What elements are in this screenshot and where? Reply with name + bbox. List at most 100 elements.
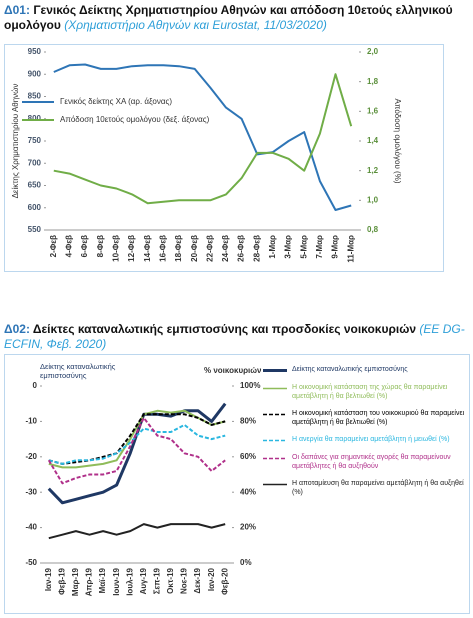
y-tick-label: -40	[25, 523, 37, 532]
legend-item: Η αποταμίευση θα παραμείνει αμετάβλητη ή…	[262, 480, 467, 497]
y-tick-label: -10	[25, 417, 37, 426]
x-tick-label: Δεκ-19	[193, 567, 202, 593]
legend: Δείκτης καταναλωτικής εμπιστοσύνης Η οικο…	[262, 366, 467, 497]
chart: 550 600 650 700 750 800 850 900 950 0,8 1,0 1,2 1,4 1…	[4, 44, 444, 272]
y-tick-label: -50	[25, 558, 37, 567]
x-tick-label: Ιαν-19	[44, 567, 53, 591]
y-tick-label: 800	[28, 114, 42, 123]
heading-source: (Χρηματιστήριο Αθηνών και Eurostat, 11/0…	[64, 18, 327, 32]
x-tick-label: Απρ-19	[85, 567, 94, 596]
series-line	[48, 423, 226, 465]
x-tick-label: 7-Μαρ	[315, 235, 324, 259]
y2-tick-label: 80%	[240, 417, 256, 426]
legend-swatch	[263, 413, 287, 416]
series-line	[47, 416, 226, 485]
x-tick-label: 14-Φεβ	[143, 235, 152, 262]
x-tick-label: Ιουν-19	[112, 567, 121, 595]
x-tick-label: Ιουλ-19	[125, 567, 134, 595]
y2-tick-label: 1,2	[367, 166, 379, 175]
y2-tick-label: 1,4	[367, 136, 379, 145]
chart-border	[4, 44, 444, 272]
legend-label: Δείκτης καταναλωτικής εμπιστοσύνης	[292, 366, 408, 373]
x-tick-label: Φεβ-19	[57, 567, 66, 594]
legend-item: Η οικονομική κατάσταση του νοικοκυριού θ…	[262, 410, 467, 427]
legend-label: Απόδοση 10ετούς ομολόγου (δεξ. άξονας)	[60, 115, 210, 124]
legend-swatch	[263, 457, 287, 460]
heading-title: Δείκτες καταναλωτικής εμπιστοσύνης και π…	[32, 322, 417, 336]
y-tick-label: -30	[25, 487, 37, 496]
x-tick-label: Μαρ-19	[71, 567, 80, 596]
y2-axis-title: Απόδοση ομολόγου (%)	[393, 99, 402, 184]
y2-tick-label: 2,0	[367, 47, 379, 56]
y-tick-label: -20	[25, 452, 37, 461]
heading-source: (ΕΕ DG-ECFIN, Φεβ. 2020)	[4, 322, 465, 351]
legend-label: Η οικονομική κατάσταση του νοικοκυριού θ…	[292, 410, 465, 426]
x-tick-label: 8-Φεβ	[96, 235, 105, 257]
chart-border	[4, 354, 470, 614]
x-tick-label: Νοε-19	[180, 567, 189, 594]
x-tick-label: 16-Φεβ	[158, 235, 167, 262]
y-tick-label: 950	[28, 47, 42, 56]
x-tick-label: Αυγ-19	[139, 567, 148, 594]
x-tick-label: Ιαν-20	[207, 567, 216, 591]
x-tick-label: 20-Φεβ	[190, 235, 199, 262]
heading: Δ01: Γενικός Δείκτης Χρηματιστηρίου Αθην…	[4, 3, 469, 33]
y2-tick-label: 1,8	[367, 77, 379, 86]
x-tick-label: 9-Μαρ	[331, 235, 340, 259]
legend-label: Η αποταμίευση θα παραμείνει αμετάβλητη ή…	[292, 480, 464, 496]
legend-label: Η ανεργία θα παραμείνει αμετάβλητη ή μει…	[292, 436, 450, 443]
y-tick-label: 700	[28, 158, 42, 167]
y-tick-label: 650	[28, 181, 42, 190]
y2-tick-label: 100%	[240, 381, 260, 390]
x-tick-label: 18-Φεβ	[174, 235, 183, 262]
heading-title: Γενικός Δείκτης Χρηματιστηρίου Αθηνών κα…	[4, 3, 453, 32]
x-tick-label: 6-Φεβ	[80, 235, 89, 257]
heading: Δ02: Δείκτες καταναλωτικής εμπιστοσύνης …	[4, 322, 469, 352]
x-tick-label: Οκτ-19	[166, 567, 175, 593]
chart: -50 -40 -30 -20 -10 0 0% 20% 40% 60% 80% 100% Ιαν-19…	[4, 354, 470, 614]
series-line	[48, 413, 226, 465]
y-axis-title: Δείκτης Χρηματιστηρίου Αθηνών	[11, 84, 20, 199]
heading-label: Δ01:	[4, 3, 30, 17]
x-tick-label: 2-Φεβ	[49, 235, 58, 257]
y-tick-label: 900	[28, 69, 42, 78]
x-tick-label: 1-Μαρ	[268, 235, 277, 259]
y-tick-label: 750	[28, 136, 42, 145]
x-tick-label: 26-Φεβ	[237, 235, 246, 262]
legend-item: Η οικονομική κατάσταση της χώρας θα παρα…	[262, 384, 467, 401]
x-tick-label: 3-Μαρ	[284, 235, 293, 259]
x-tick-label: 24-Φεβ	[221, 235, 230, 262]
y-tick-label: 850	[28, 92, 42, 101]
x-tick-label: 4-Φεβ	[65, 235, 74, 257]
y-axis-title: Δείκτης καταναλωτικής εμπιστοσύνης	[40, 362, 116, 380]
series-line	[48, 523, 226, 540]
series-line	[48, 409, 226, 469]
y-tick-label: 0	[33, 381, 38, 390]
legend-item: Η ανεργία θα παραμείνει αμετάβλητη ή μει…	[262, 436, 467, 445]
heading-label: Δ02:	[4, 322, 30, 336]
y2-tick-label: 1,6	[367, 106, 379, 115]
y2-tick-label: 40%	[240, 487, 256, 496]
x-tick-label: 10-Φεβ	[112, 235, 121, 262]
x-tick-label: 11-Μαρ	[346, 235, 355, 263]
series-line	[47, 402, 227, 505]
legend-swatch	[263, 369, 287, 372]
x-tick-label: Σεπ-19	[152, 567, 161, 594]
legend-swatch	[263, 387, 287, 390]
legend-label: Οι δαπάνες για σημαντικές αγορές θα παρα…	[292, 454, 451, 470]
x-tick-label: 22-Φεβ	[205, 235, 214, 262]
y2-tick-label: 60%	[240, 452, 256, 461]
series-line	[53, 73, 353, 205]
y2-axis-title: % νοικοκυριών	[204, 366, 262, 375]
y-tick-label: 600	[28, 203, 42, 212]
legend-swatch	[263, 439, 287, 442]
y2-tick-label: 0%	[240, 558, 252, 567]
x-tick-label: 28-Φεβ	[252, 235, 261, 262]
x-tick-label: 5-Μαρ	[299, 235, 308, 259]
x-tick-label: 12-Φεβ	[127, 235, 136, 262]
legend-item: Οι δαπάνες για σημαντικές αγορές θα παρα…	[262, 454, 467, 471]
x-tick-label: Φεβ-20	[220, 567, 229, 594]
y2-tick-label: 20%	[240, 523, 256, 532]
y2-tick-label: 0,8	[367, 225, 379, 234]
